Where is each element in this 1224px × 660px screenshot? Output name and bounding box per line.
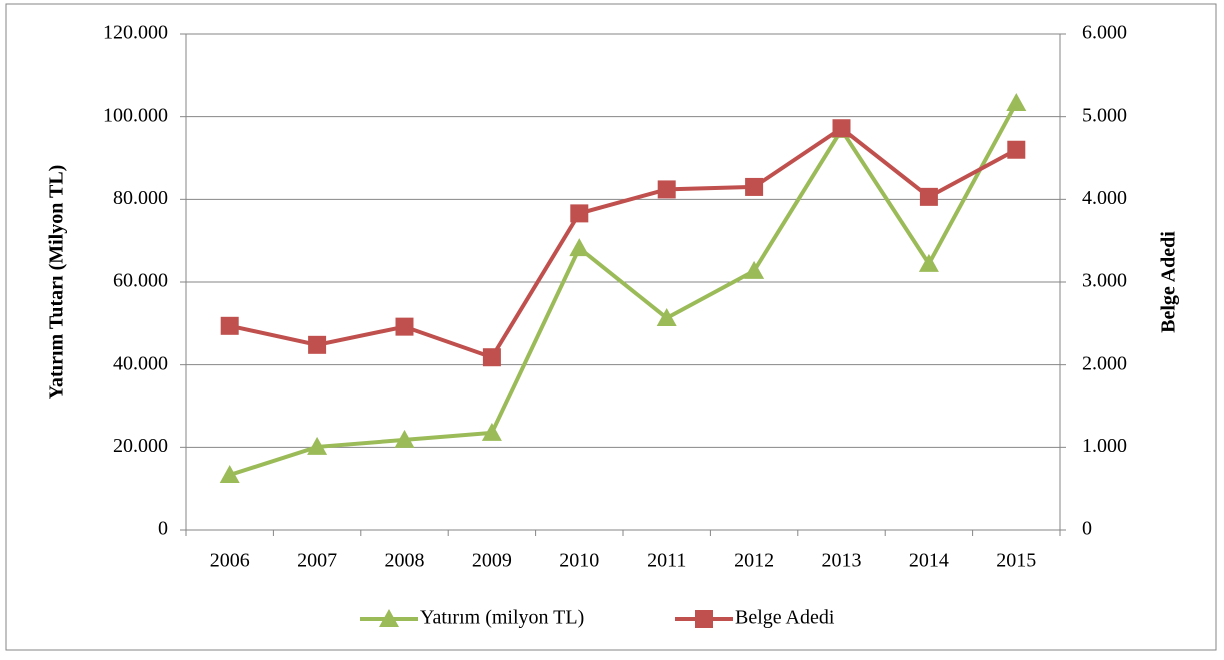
marker (1007, 140, 1026, 159)
x-tick-label: 2010 (559, 550, 599, 572)
x-tick-label: 2013 (822, 550, 862, 572)
x-tick-label: 2006 (210, 550, 250, 572)
x-tick-label: 2011 (647, 550, 686, 572)
legend-label: Belge Adedi (735, 607, 835, 629)
y-tick-label: 120.000 (103, 22, 168, 44)
marker (379, 609, 399, 627)
marker (919, 187, 938, 206)
y2-tick-label: 3.000 (1082, 270, 1127, 292)
y-tick-label: 0 (158, 518, 168, 540)
y2-tick-label: 5.000 (1082, 104, 1127, 126)
marker (918, 253, 939, 272)
marker (745, 177, 764, 196)
marker (570, 204, 589, 223)
y-tick-label: 80.000 (113, 187, 168, 209)
y-axis-label: Yatırım Tutarı (Milyon TL) (46, 165, 68, 400)
marker (744, 260, 765, 279)
series-line (229, 102, 1019, 477)
y2-tick-label: 6.000 (1082, 22, 1127, 44)
y-tick-label: 20.000 (113, 435, 168, 457)
marker (308, 335, 327, 354)
x-tick-label: 2009 (472, 550, 512, 572)
y-tick-label: 100.000 (103, 104, 168, 126)
y2-tick-label: 1.000 (1082, 435, 1127, 457)
y2-tick-label: 2.000 (1082, 352, 1127, 374)
y2-axis-label: Belge Adedi (1158, 231, 1180, 333)
marker (307, 436, 328, 455)
x-tick-label: 2014 (909, 550, 949, 572)
marker (220, 316, 239, 335)
marker (569, 238, 590, 257)
marker (656, 307, 677, 326)
y-tick-label: 40.000 (113, 352, 168, 374)
marker (394, 429, 415, 448)
marker (395, 317, 414, 336)
marker (219, 465, 240, 484)
marker (481, 422, 502, 441)
marker (657, 180, 676, 199)
legend-label: Yatırım (milyon TL) (420, 607, 584, 629)
marker (1006, 93, 1027, 112)
y2-tick-label: 0 (1082, 518, 1092, 540)
x-tick-label: 2008 (385, 550, 425, 572)
marker (695, 610, 713, 628)
series-line (229, 125, 1018, 360)
x-tick-label: 2012 (734, 550, 774, 572)
x-tick-label: 2015 (996, 550, 1036, 572)
chart-frame (5, 3, 1217, 651)
y2-tick-label: 4.000 (1082, 187, 1127, 209)
marker (482, 348, 501, 367)
x-tick-label: 2007 (297, 550, 337, 572)
marker (832, 119, 851, 138)
y-tick-label: 60.000 (113, 270, 168, 292)
